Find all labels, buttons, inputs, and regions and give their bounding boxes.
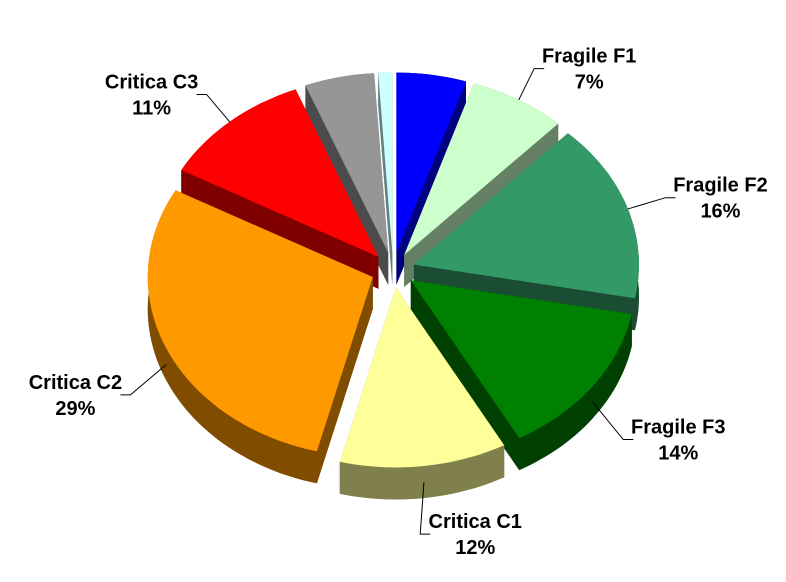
- label-category: Critica C3: [105, 71, 198, 93]
- leader-line: [592, 401, 634, 441]
- slice-label: Critica C1 12%: [429, 511, 522, 559]
- slice-wall: [339, 445, 505, 500]
- slice: [410, 280, 632, 471]
- slice-top: [404, 83, 559, 255]
- slice: [413, 133, 639, 331]
- slice-wall: [147, 190, 317, 484]
- slice-top: [396, 72, 466, 253]
- slice-label: Fragile F2 16%: [673, 175, 767, 223]
- label-category: Fragile F1: [542, 46, 636, 68]
- leader-line: [120, 364, 167, 396]
- slice-top: [305, 73, 389, 253]
- label-category: Critica C2: [29, 372, 122, 394]
- leader-line: [518, 68, 545, 101]
- slice-label: Fragile F3 14%: [631, 417, 725, 465]
- slice-wall: [519, 314, 632, 471]
- slice-top: [181, 89, 379, 257]
- leader-line: [627, 197, 676, 210]
- slice-side: [316, 277, 373, 484]
- slice: [378, 72, 393, 285]
- slice: [339, 287, 505, 500]
- slice-label: Fragile F1 7%: [542, 46, 636, 94]
- label-value: 29%: [55, 398, 95, 420]
- slice-side: [378, 72, 393, 285]
- slice-top: [378, 72, 393, 253]
- slice-top: [413, 133, 639, 299]
- label-category: Fragile F3: [631, 417, 725, 439]
- slice: [147, 190, 373, 484]
- slice-top: [410, 280, 632, 439]
- label-category: Fragile F2: [673, 175, 767, 197]
- label-value: 11%: [132, 97, 171, 119]
- label-category: Critica C1: [429, 511, 522, 533]
- label-value: 7%: [575, 72, 604, 94]
- leader-line: [419, 482, 431, 535]
- slice-side: [410, 280, 520, 471]
- leader-line: [196, 93, 231, 123]
- slice-label: Critica C3 11%: [105, 71, 198, 119]
- label-value: 14%: [658, 443, 698, 465]
- label-value: 16%: [700, 201, 740, 223]
- slice-label: Critica C2 29%: [29, 372, 122, 420]
- slice-top: [147, 190, 373, 452]
- label-value: 12%: [455, 537, 495, 559]
- slice-top: [339, 287, 505, 468]
